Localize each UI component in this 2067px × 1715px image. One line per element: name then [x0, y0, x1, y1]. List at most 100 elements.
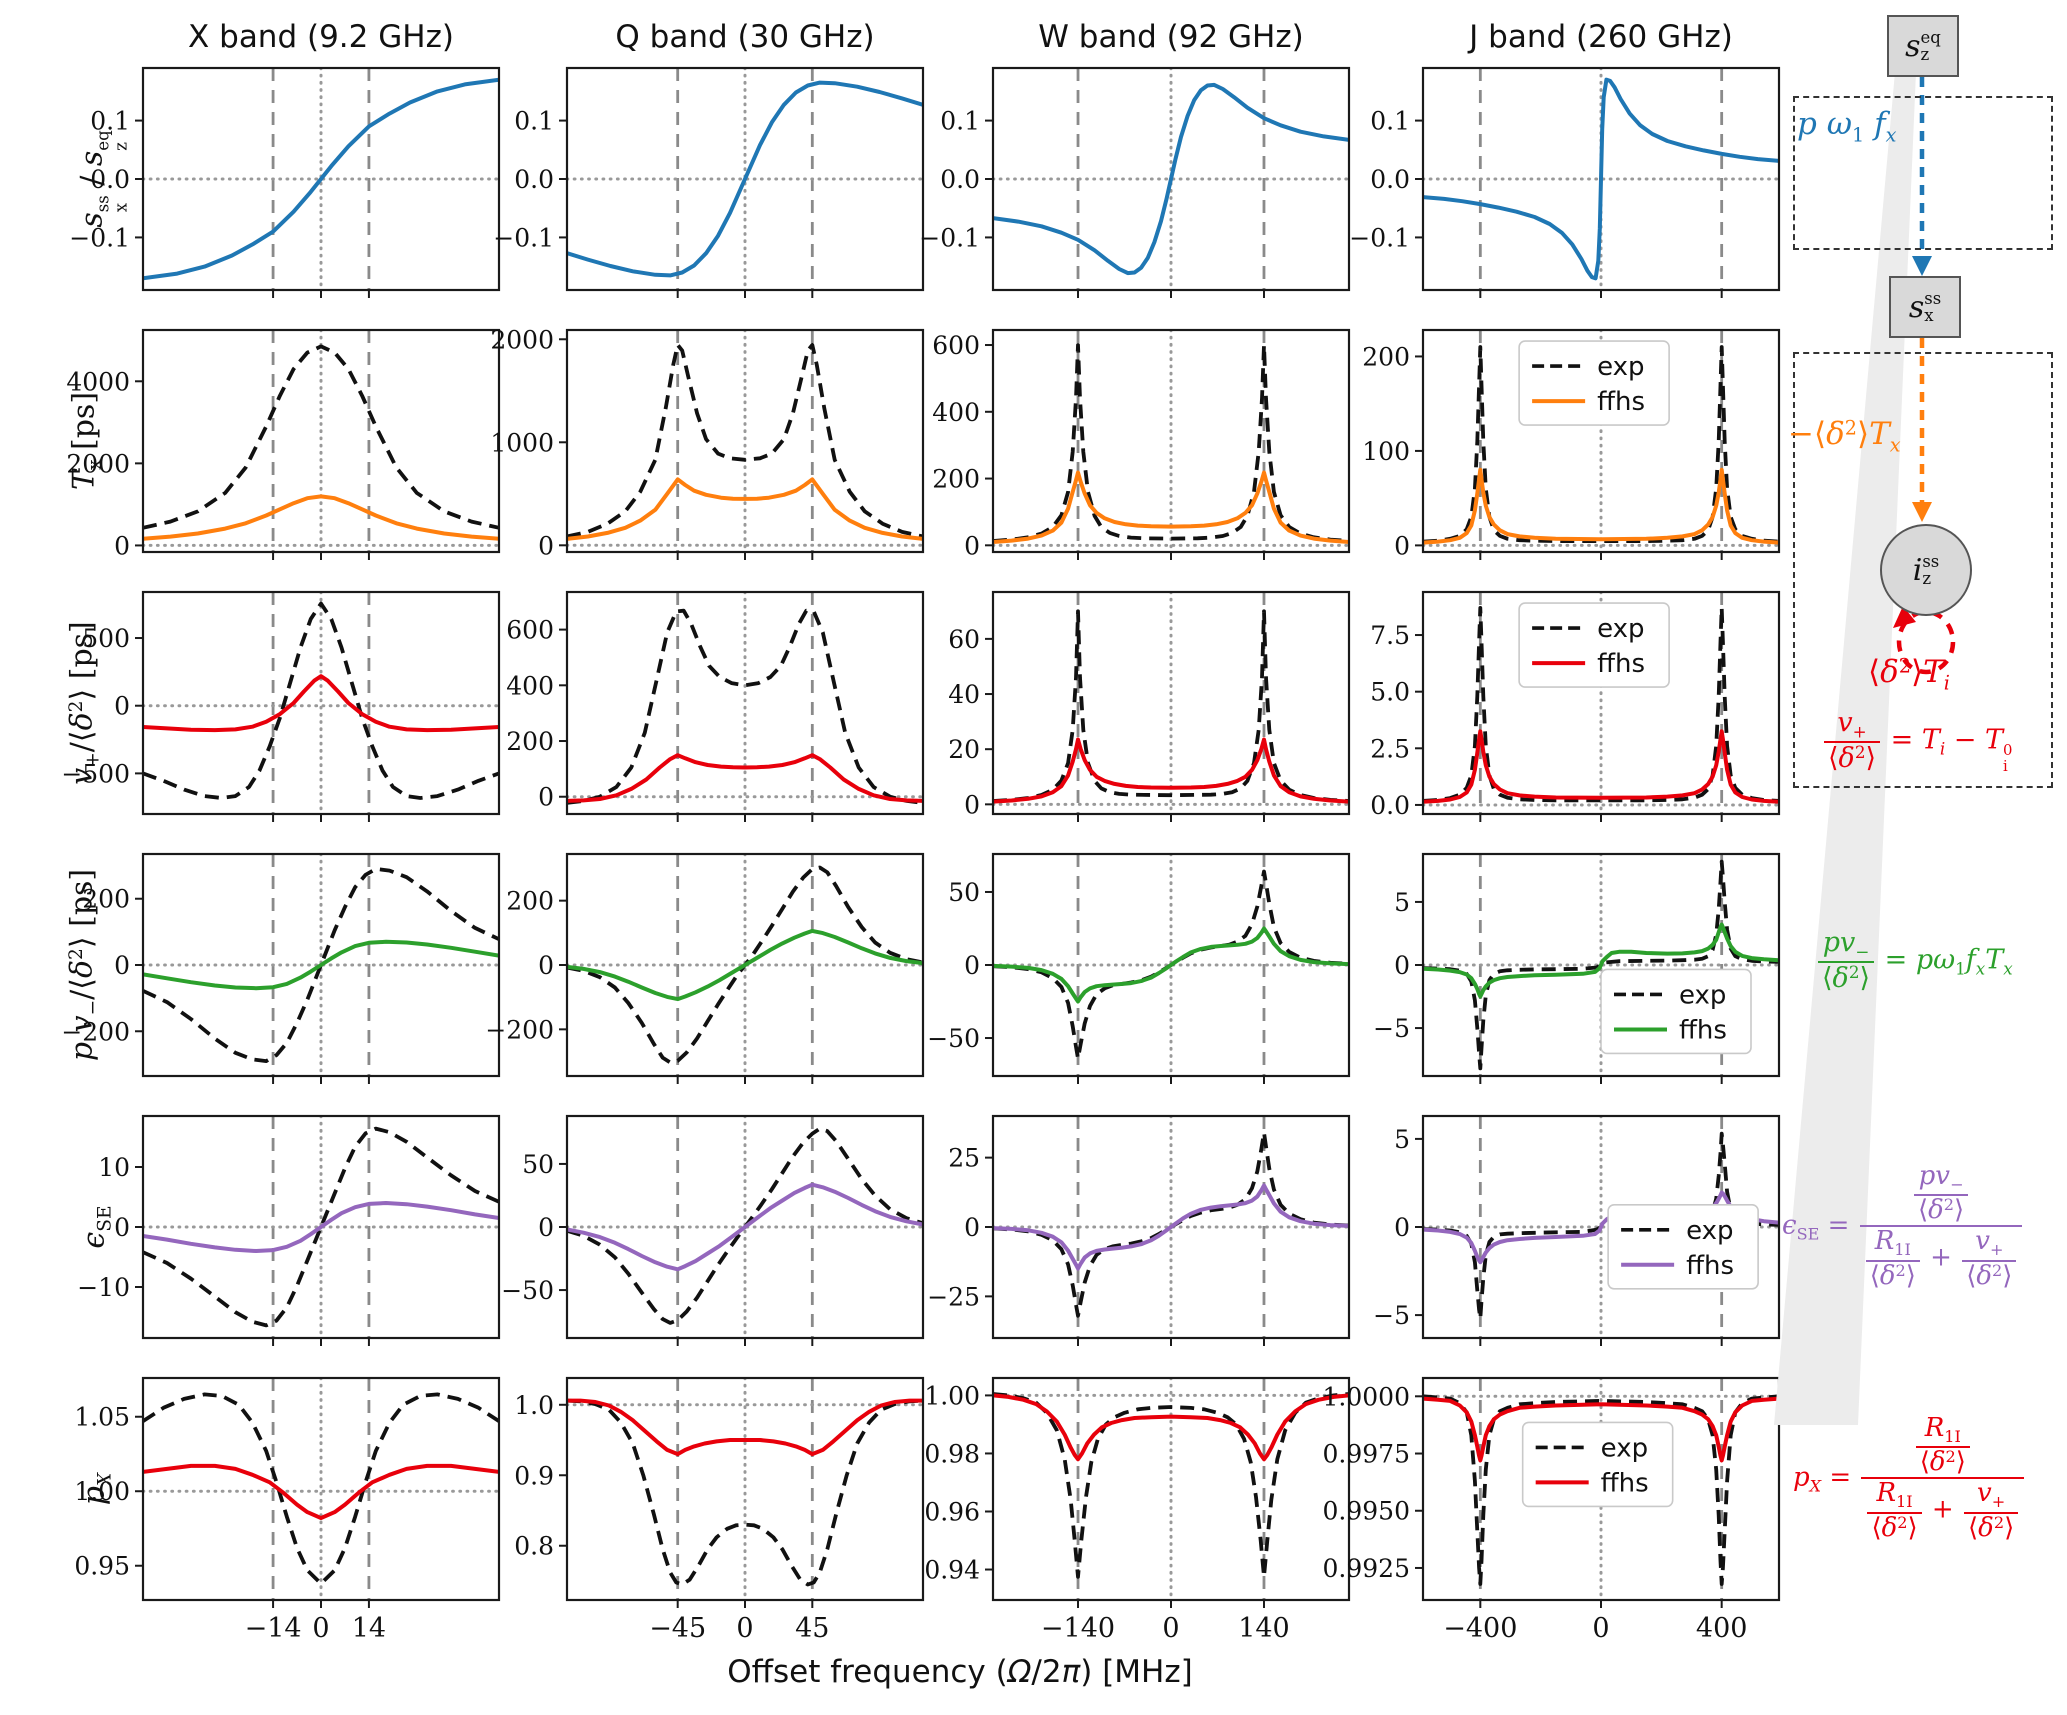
- series-ffhs-line: [993, 1183, 1349, 1271]
- node-sx-ss: s ss x: [1889, 276, 1961, 338]
- y-tick-label: 0.1: [90, 107, 130, 136]
- y-tick-label: −0.1: [69, 223, 130, 252]
- panel-r1c4: 0.1 0.0 −0.1: [1349, 66, 1781, 298]
- y-tick-label: 0.0: [514, 165, 554, 194]
- dashed-box-pump: [1793, 96, 2053, 250]
- y-tick-label: −200: [485, 1015, 554, 1044]
- y-tick-label: 4000: [66, 367, 130, 396]
- svg-text:ffhs: ffhs: [1597, 649, 1645, 679]
- y-tick-label: 0: [538, 783, 554, 812]
- y-tick-label: 0: [1394, 1213, 1410, 1242]
- y-tick-label: 0: [964, 531, 980, 560]
- svg-text:exp: exp: [1597, 352, 1644, 382]
- equation-d2Tx: −⟨δ2⟩Tx: [1788, 416, 1901, 457]
- column-title-4: J band (260 GHz): [1469, 19, 1733, 55]
- y-tick-label: 0: [964, 1213, 980, 1242]
- series-exp-line: [1423, 345, 1779, 544]
- y-tick-label: −5: [1373, 1014, 1410, 1043]
- column-title-3: W band (92 GHz): [1038, 19, 1304, 55]
- x-tick-label: 0: [736, 1613, 753, 1644]
- panel-r6c1: −14 0 14 1.05 1.00 0.95: [74, 1376, 501, 1644]
- y-tick-label: 0.95: [74, 1552, 130, 1581]
- column-title-1: X band (9.2 GHz): [188, 19, 454, 55]
- y-tick-label: 0.1: [514, 107, 554, 136]
- y-tick-label: 0.94: [924, 1556, 980, 1585]
- y-tick-label: 0.0: [1370, 791, 1410, 820]
- x-tick-label: −14: [245, 1613, 302, 1644]
- series-ffhs-line: [143, 494, 499, 541]
- series-exp-line: [567, 1398, 923, 1587]
- series-ffhs-line: [567, 1182, 923, 1272]
- svg-text:ffhs: ffhs: [1601, 1468, 1649, 1498]
- dashed-box-transfer: [1793, 352, 2053, 788]
- x-tick-label: −400: [1443, 1613, 1517, 1644]
- panel-r4c2: 200 0 −200: [485, 852, 925, 1084]
- panel-r6c2: −45 0 45 1.0 0.9 0.8: [514, 1376, 925, 1644]
- y-tick-label: 25: [948, 1144, 980, 1173]
- y-tick-label: 60: [948, 625, 980, 654]
- legend: exp ffhs: [1521, 1421, 1674, 1508]
- equation-pvminus: pv− ⟨δ2⟩ = pω1fxTx: [1816, 927, 2013, 994]
- series-sx-line: [567, 80, 923, 278]
- y-tick-label: 7.5: [1370, 621, 1410, 650]
- series-ffhs-line: [567, 1398, 923, 1457]
- series-ffhs-line: [993, 926, 1349, 1004]
- y-tick-label: 0.98: [924, 1439, 980, 1468]
- series-ffhs-line: [1423, 1190, 1779, 1265]
- legend: exp ffhs: [1518, 340, 1670, 426]
- y-tick-label: 1.00: [74, 1477, 130, 1506]
- series-exp-line: [993, 609, 1349, 803]
- series-ffhs-line: [993, 1393, 1349, 1462]
- svg-text:exp: exp: [1597, 614, 1644, 644]
- legend: exp ffhs: [1518, 602, 1670, 688]
- x-axis-label: Offset frequency (Ω/2π) [MHz]: [727, 1654, 1193, 1690]
- panel-r5c2: 50 0 −50: [501, 1114, 925, 1346]
- panel-r4c4: 5 0 −5 exp ffhs: [1373, 852, 1781, 1084]
- panel-r3c1: 500 0 −500: [61, 590, 501, 822]
- x-tick-label: 14: [352, 1613, 386, 1644]
- y-tick-label: 0: [538, 951, 554, 980]
- node-sz-eq: s eq z: [1887, 15, 1959, 77]
- svg-text:exp: exp: [1601, 1433, 1648, 1463]
- y-tick-label: 0.0: [940, 165, 980, 194]
- series-exp-line: [993, 343, 1349, 543]
- x-tick-label: 45: [795, 1613, 829, 1644]
- panel-r5c1: 10 0 −10: [77, 1114, 501, 1346]
- panel-r2c2: 0 1000 2000: [490, 325, 925, 560]
- y-tick-label: 5.0: [1370, 678, 1410, 707]
- series-exp-line: [1423, 606, 1779, 803]
- y-tick-label: 200: [932, 465, 980, 494]
- series-exp-line: [1423, 1394, 1779, 1586]
- legend: exp ffhs: [1607, 1204, 1759, 1290]
- y-tick-label: 0.9975: [1323, 1440, 1410, 1469]
- series-ffhs-line: [143, 674, 499, 733]
- y-tick-label: 0: [114, 1213, 130, 1242]
- panel-r4c3: 50 0 −50: [927, 852, 1351, 1084]
- panel-r5c3: 25 0 −25: [927, 1114, 1351, 1346]
- equation-pw1fx: p ω1 fx: [1797, 106, 1897, 147]
- y-tick-label: 200: [506, 727, 554, 756]
- series-ffhs-line: [1423, 729, 1779, 804]
- panel-r6c3: −140 0 140 1.00 0.98 0.96 0.94: [924, 1376, 1351, 1644]
- series-ffhs-line: [567, 477, 923, 541]
- panel-r3c2: 0 200 400 600: [506, 590, 925, 822]
- x-tick-label: 0: [1592, 1613, 1609, 1644]
- y-tick-label: 5: [1394, 1125, 1410, 1154]
- x-tick-label: 0: [1162, 1613, 1179, 1644]
- y-tick-label: 2.5: [1370, 734, 1410, 763]
- y-tick-label: 400: [506, 671, 554, 700]
- panel-r1c1: 0.1 0.0 −0.1: [69, 66, 501, 298]
- y-tick-label: −200: [61, 1017, 130, 1046]
- panel-r2c1: 0 2000 4000: [66, 328, 501, 560]
- column-title-2: Q band (30 GHz): [615, 19, 875, 55]
- y-tick-label: −50: [927, 1024, 980, 1053]
- series-sx-line: [993, 82, 1349, 276]
- y-tick-label: −50: [501, 1276, 554, 1305]
- y-tick-label: 0: [964, 951, 980, 980]
- y-tick-label: −0.1: [493, 223, 554, 252]
- series-exp-line: [143, 344, 499, 530]
- panel-r1c3: 0.1 0.0 −0.1: [919, 66, 1351, 298]
- x-tick-label: −45: [649, 1613, 706, 1644]
- node-iz-ss: i ss z: [1880, 524, 1972, 616]
